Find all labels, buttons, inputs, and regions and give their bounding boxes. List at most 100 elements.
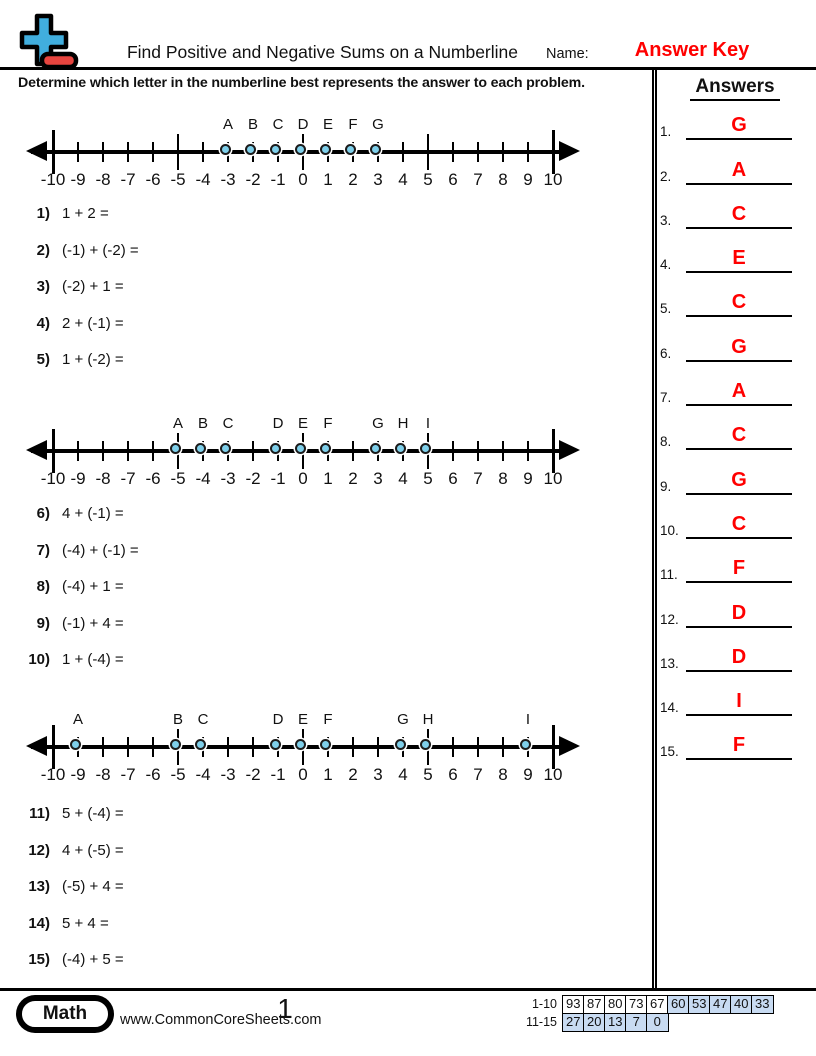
problem-number: 3) xyxy=(36,278,50,296)
tick-mark xyxy=(127,440,129,461)
tick-label: 6 xyxy=(448,765,458,784)
problem-number: 9) xyxy=(36,614,50,632)
grading-cell: 13 xyxy=(604,1012,627,1032)
tick-label: -3 xyxy=(220,765,236,784)
point-dot xyxy=(370,443,381,454)
answer-letter: C xyxy=(731,512,747,535)
answer-blank: C xyxy=(686,514,792,539)
tick-label: -6 xyxy=(145,765,161,784)
point-dot xyxy=(220,443,231,454)
tick-label: -3 xyxy=(220,469,236,488)
point-letter: C xyxy=(197,711,209,728)
tick-mark xyxy=(402,141,404,162)
problem-expression: (-1) + 4 = xyxy=(62,614,124,632)
tick-label: -5 xyxy=(170,765,186,784)
point-letter: G xyxy=(397,711,409,728)
problem-expression: (-5) + 4 = xyxy=(62,878,124,896)
point-letter: B xyxy=(197,415,208,432)
answers-divider xyxy=(652,70,657,988)
point-letter: C xyxy=(222,415,234,432)
answer-number: 12. xyxy=(660,611,679,627)
answer-row: 5. C xyxy=(660,273,792,318)
point-letter: D xyxy=(272,415,284,432)
tick-mark xyxy=(502,141,504,162)
point-dot xyxy=(345,144,356,155)
tick-mark xyxy=(152,141,154,162)
point-letter: H xyxy=(422,711,434,728)
point-dot xyxy=(295,739,306,750)
page-number: 1 xyxy=(277,993,293,1024)
problem-number: 8) xyxy=(36,578,50,596)
tick-label: -10 xyxy=(40,765,66,784)
tick-mark xyxy=(127,736,129,757)
grading-table: 1-10 93 87 80 73 67 60 53 47 40 33 11-15 27 20 13 7 0 xyxy=(478,995,774,1032)
answer-blank: G xyxy=(686,337,792,362)
grading-cell: 53 xyxy=(688,995,711,1014)
answer-letter: A xyxy=(731,158,747,181)
tick-label: -8 xyxy=(95,170,111,189)
tick-label: 0 xyxy=(298,170,308,189)
problem-number: 10) xyxy=(28,651,50,669)
answer-row: 12. D xyxy=(660,583,792,628)
grading-cell: 80 xyxy=(604,995,627,1014)
point-dot xyxy=(195,443,206,454)
answer-number: 7. xyxy=(660,390,672,406)
point-letter: E xyxy=(297,415,308,432)
answer-blank: D xyxy=(686,603,792,628)
point-letter: B xyxy=(247,116,258,133)
answer-number: 5. xyxy=(660,301,672,317)
answer-row: 3. C xyxy=(660,185,792,229)
problem-row: 9) (-1) + 4 = xyxy=(16,615,336,652)
tick-label: -5 xyxy=(170,469,186,488)
answer-blank: C xyxy=(686,204,792,229)
answers-title: Answers xyxy=(662,76,808,101)
tick-label: -10 xyxy=(40,170,66,189)
tick-label: 10 xyxy=(543,469,563,488)
answer-row: 2. A xyxy=(660,140,792,185)
answer-number: 14. xyxy=(660,700,679,716)
problem-expression: 4 + (-5) = xyxy=(62,841,124,859)
answer-blank: I xyxy=(686,690,792,717)
answer-row: 11. F xyxy=(660,539,792,584)
answer-number: 9. xyxy=(660,478,672,494)
grading-cells: 93 87 80 73 67 60 53 47 40 33 xyxy=(562,995,774,1014)
answer-blank: E xyxy=(686,248,792,274)
answer-blank: A xyxy=(686,160,792,185)
right-arrow-icon xyxy=(559,736,580,756)
answer-number: 15. xyxy=(660,744,679,760)
answer-number: 6. xyxy=(660,345,672,361)
answer-number: 3. xyxy=(660,212,672,228)
tick-mark xyxy=(452,141,454,162)
point-dot xyxy=(370,144,381,155)
point-letter: A xyxy=(172,415,183,432)
problem-expression: 1 + (-4) = xyxy=(62,651,124,669)
tick-label: 1 xyxy=(323,765,333,784)
answer-letter: I xyxy=(736,690,742,713)
tick-label: -8 xyxy=(95,765,111,784)
point-dot xyxy=(295,443,306,454)
problem-row: 11) 5 + (-4) = xyxy=(16,805,336,842)
problem-expression: (-2) + 1 = xyxy=(62,278,124,296)
point-letter: D xyxy=(297,116,309,133)
problem-expression: (-4) + 5 = xyxy=(62,951,124,969)
answer-blank: C xyxy=(686,292,792,318)
answer-letter: G xyxy=(731,468,747,491)
point-letter: I xyxy=(525,711,531,728)
point-letter: F xyxy=(348,116,358,133)
grading-cell: 0 xyxy=(646,1012,669,1032)
tick-label: -8 xyxy=(95,469,111,488)
problem-expression: (-4) + 1 = xyxy=(62,578,124,596)
tick-label: 4 xyxy=(398,469,408,488)
tick-mark xyxy=(551,129,555,174)
answer-row: 4. E xyxy=(660,229,792,274)
point-dot xyxy=(70,739,81,750)
tick-label: 3 xyxy=(373,469,383,488)
answer-letter: D xyxy=(731,601,747,624)
tick-label: -6 xyxy=(145,469,161,488)
point-dot xyxy=(270,144,281,155)
tick-label: 7 xyxy=(473,170,483,189)
numberline-2: -10 -9 -8 -7 -6 -5 -4 -3 -2 -1 0 1 2 3 4 5 6 7 8 9 10 A B C D E F G… xyxy=(18,409,598,501)
problem-number: 1) xyxy=(36,205,50,222)
problem-group-1: 1) 1 + 2 = 2) (-1) + (-2) = 3) (-2) + 1 = 4) 2 … xyxy=(16,205,336,388)
tick-label: 3 xyxy=(373,170,383,189)
